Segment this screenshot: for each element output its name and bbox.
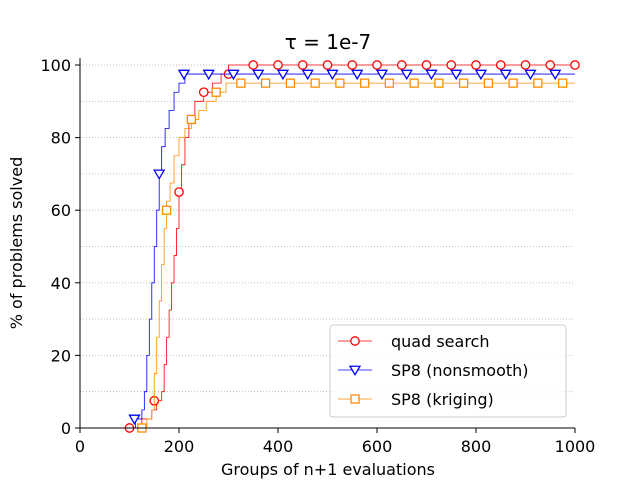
x-tick-label: 1000	[555, 437, 596, 456]
data-point	[495, 60, 506, 70]
y-tick-label: 0	[61, 419, 71, 438]
y-tick-label: 20	[51, 346, 71, 365]
data-point	[227, 69, 240, 81]
data-point	[198, 87, 209, 98]
data-point	[520, 60, 531, 70]
data-point	[297, 60, 308, 70]
data-point	[400, 69, 413, 81]
x-tick-label: 200	[164, 437, 195, 456]
series-line-1	[80, 73, 575, 429]
x-axis-label: Groups of n+1 evaluations	[221, 460, 435, 479]
x-ticks: 0 200 400 600 800 1000	[75, 428, 595, 456]
data-point	[273, 60, 283, 70]
data-point	[483, 78, 494, 88]
data-point	[153, 169, 166, 180]
data-point	[236, 78, 246, 88]
legend-label: SP8 (nonsmooth)	[391, 361, 529, 380]
data-point	[174, 187, 184, 197]
data-point	[446, 60, 457, 70]
data-point	[471, 60, 481, 70]
data-point	[474, 69, 488, 81]
series-layer	[80, 60, 580, 433]
data-point	[276, 69, 290, 81]
data-point	[384, 78, 395, 88]
legend-item-1: SP8 (nonsmooth)	[338, 361, 529, 380]
data-point	[557, 78, 568, 88]
series-2	[80, 78, 575, 433]
data-point	[499, 69, 512, 81]
x-tick-label: 600	[362, 437, 393, 456]
data-point	[310, 78, 320, 88]
y-tick-label: 80	[51, 129, 71, 148]
data-point	[425, 69, 438, 81]
x-tick-label: 800	[461, 437, 492, 456]
legend: quad search SP8 (nonsmooth) SP8 (kriging)	[329, 324, 567, 418]
legend-marker	[350, 394, 360, 404]
legend-label: quad search	[391, 332, 490, 351]
legend-label: SP8 (kriging)	[391, 390, 494, 409]
axes	[79, 58, 575, 429]
legend-items: quad search SP8 (nonsmooth) SP8 (kriging)	[338, 332, 529, 409]
legend-marker	[348, 365, 362, 377]
chart-title: τ = 1e-7	[285, 30, 371, 54]
data-point	[211, 87, 221, 97]
data-point	[177, 69, 191, 81]
legend-marker	[350, 336, 360, 346]
data-point	[351, 69, 364, 81]
data-point	[570, 60, 580, 70]
data-point	[524, 69, 537, 81]
series-1	[80, 69, 575, 429]
data-point	[202, 69, 215, 81]
x-tick-label: 400	[263, 437, 294, 456]
legend-item-0: quad search	[338, 332, 490, 351]
data-point	[458, 78, 469, 88]
data-point	[161, 205, 172, 215]
data-point	[260, 78, 271, 88]
data-point	[375, 69, 389, 81]
data-point	[434, 78, 444, 88]
data-point	[335, 78, 345, 88]
y-ticks: 0 20 40 60 80 100	[40, 56, 80, 438]
data-point	[301, 69, 314, 81]
y-tick-label: 40	[51, 274, 71, 293]
data-point	[396, 60, 407, 70]
data-point	[409, 78, 419, 88]
data-point	[545, 60, 556, 70]
data-point	[450, 69, 463, 81]
data-point	[252, 69, 265, 81]
data-point	[326, 69, 339, 81]
series-line-2	[80, 82, 575, 429]
data-point	[186, 114, 197, 125]
data-point	[359, 78, 370, 88]
x-tick-label: 0	[75, 437, 85, 456]
data-point	[248, 60, 259, 70]
data-point	[549, 69, 562, 81]
data-point	[128, 414, 141, 425]
data-point	[285, 78, 296, 88]
legend-item-2: SP8 (kriging)	[338, 390, 494, 409]
data-point	[322, 60, 333, 70]
data-point	[372, 60, 382, 70]
data-point	[347, 60, 358, 70]
data-point	[508, 78, 518, 88]
y-axis-label: % of problems solved	[7, 157, 26, 329]
y-tick-label: 60	[51, 201, 71, 220]
data-point	[421, 60, 432, 70]
data-point	[533, 78, 543, 88]
y-tick-label: 100	[40, 56, 71, 75]
legend-box	[329, 324, 567, 418]
